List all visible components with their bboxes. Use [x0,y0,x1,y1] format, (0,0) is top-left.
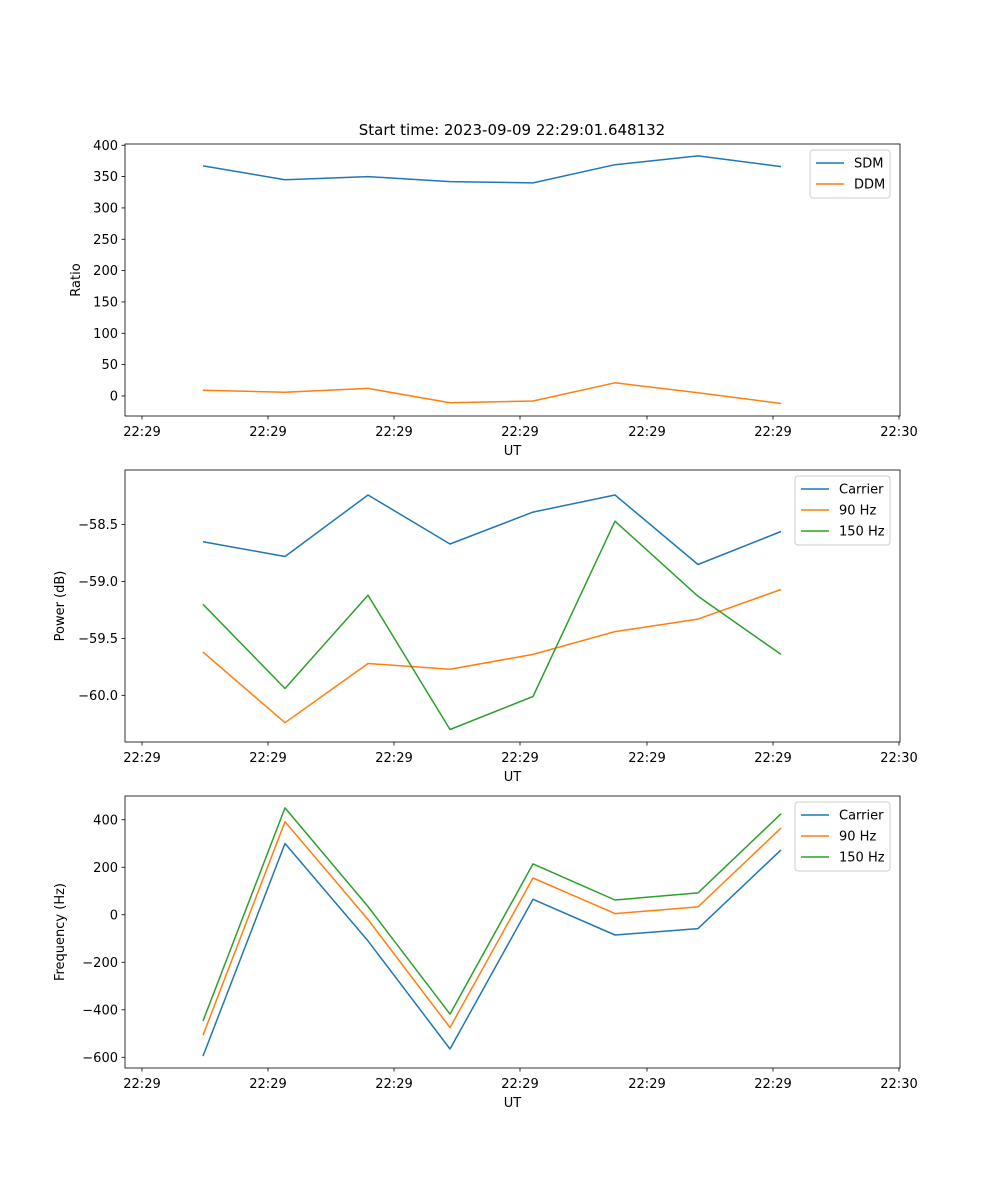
y-axis-label: Ratio [69,263,84,296]
y-tick-label: 100 [93,327,118,342]
y-tick-label: 400 [93,139,118,154]
y-tick-label: 400 [93,813,118,828]
series-line-150-hz [202,520,782,731]
legend: Carrier 90 Hz 150 Hz [794,801,891,872]
x-tick-label: 22:29 [501,1077,538,1092]
legend-label: DDM [854,178,885,193]
legend-label: Carrier [839,809,884,824]
legend-box [794,801,891,872]
y-axis-label: Frequency (Hz) [53,883,68,981]
legend-label: Carrier [839,483,884,498]
y-tick-label: 50 [101,358,118,373]
y-tick-label: −400 [82,1003,118,1018]
x-axis-label: UT [504,770,522,785]
legend-label: 150 Hz [839,525,885,540]
x-tick-label: 22:30 [880,425,917,440]
series-line-carrier [202,494,782,566]
series-line-ddm [202,382,782,405]
axes-layer: 0 50 100 150 200 250 300 350 400 22:29 22:29 22:29 2… [53,139,918,1111]
x-tick-label: 22:29 [123,751,160,766]
y-tick-label: 200 [93,264,118,279]
y-tick-label: 300 [93,201,118,216]
x-tick-label: 22:29 [375,425,412,440]
x-tick-label: 22:29 [123,1077,160,1092]
series-line-90-hz [202,820,782,1036]
x-tick-label: 22:29 [628,1077,665,1092]
chart-ratio: 0 50 100 150 200 250 300 350 400 22:29 22:29 22:29 2… [69,139,918,459]
x-tick-label: 22:29 [754,1077,791,1092]
series-line-150-hz [202,807,782,1022]
legend-box [794,475,891,546]
y-tick-label: −600 [82,1051,118,1066]
series-line-90-hz [202,588,782,724]
y-tick-label: 200 [93,861,118,876]
x-tick-label: 22:29 [628,425,665,440]
y-tick-label: 350 [93,170,118,185]
series-line-sdm [202,155,782,184]
x-tick-label: 22:29 [375,751,412,766]
y-axis-label: Power (dB) [53,571,68,642]
x-tick-label: 22:29 [123,425,160,440]
x-axis-label: UT [504,444,522,459]
y-tick-label: 250 [93,233,118,248]
legend: Carrier 90 Hz 150 Hz [794,475,891,546]
axes-frame [124,795,901,1069]
x-tick-label: 22:29 [249,425,286,440]
x-tick-label: 22:29 [754,425,791,440]
figure-title: Start time: 2023-09-09 22:29:01.648132 [359,121,665,139]
series-line-carrier [202,842,782,1057]
legend: SDM DDM [809,149,891,199]
x-tick-label: 22:29 [628,751,665,766]
y-tick-label: 0 [110,389,118,404]
y-tick-label: −200 [82,956,118,971]
axes-frame [124,469,901,743]
y-tick-label: −59.0 [78,575,118,590]
x-axis-label: UT [504,1096,522,1111]
y-tick-label: −59.5 [78,632,118,647]
x-tick-label: 22:30 [880,751,917,766]
y-tick-label: −58.5 [78,518,118,533]
x-tick-label: 22:29 [754,751,791,766]
x-tick-label: 22:29 [501,425,538,440]
legend-box [809,149,891,199]
y-tick-label: −60.0 [78,689,118,704]
x-tick-label: 22:29 [249,751,286,766]
legend-label: SDM [854,157,883,172]
chart-power: −60.0 −59.5 −59.0 −58.5 22:29 22:29 22:29 22:29… [53,469,918,785]
axes-frame [124,143,901,417]
x-tick-label: 22:30 [880,1077,917,1092]
chart-frequency: −600 −400 −200 0 200 400 22:29 22:29 22:29 22:29 2… [53,795,918,1111]
y-tick-label: 0 [110,908,118,923]
legend-label: 90 Hz [839,504,876,519]
legend-label: 90 Hz [839,830,876,845]
x-tick-label: 22:29 [501,751,538,766]
x-tick-label: 22:29 [249,1077,286,1092]
y-tick-label: 150 [93,295,118,310]
x-tick-label: 22:29 [375,1077,412,1092]
legend-label: 150 Hz [839,851,885,866]
